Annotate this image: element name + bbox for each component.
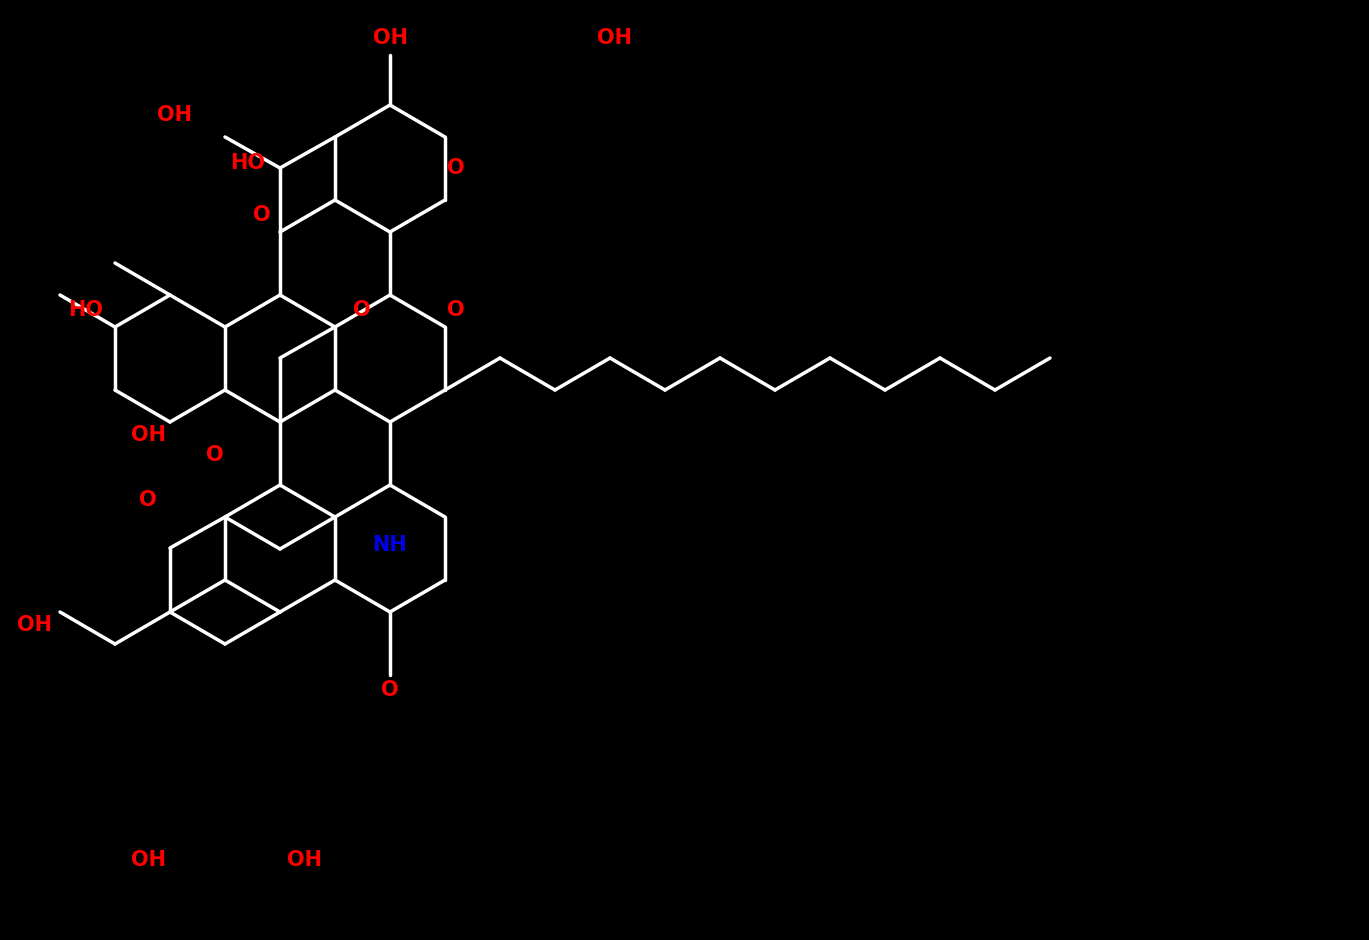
Text: OH: OH: [157, 105, 193, 125]
Text: HO: HO: [68, 300, 104, 320]
Text: O: O: [448, 158, 465, 178]
Text: OH: OH: [287, 850, 323, 870]
Text: OH: OH: [18, 615, 52, 635]
Text: O: O: [353, 300, 371, 320]
Text: NH: NH: [372, 535, 408, 555]
Text: O: O: [253, 205, 271, 225]
Text: OH: OH: [130, 425, 166, 445]
Text: OH: OH: [372, 28, 408, 48]
Text: OH: OH: [130, 850, 166, 870]
Text: O: O: [207, 445, 223, 465]
Text: O: O: [448, 300, 465, 320]
Text: HO: HO: [230, 153, 266, 173]
Text: O: O: [140, 490, 157, 510]
Text: OH: OH: [597, 28, 632, 48]
Text: O: O: [381, 680, 398, 700]
